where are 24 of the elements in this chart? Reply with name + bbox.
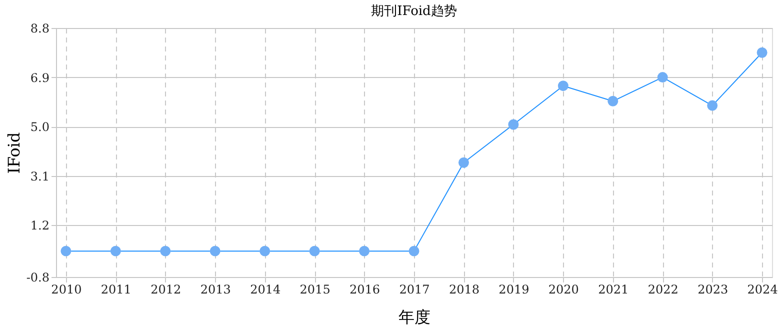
- x-tick-label: 2023: [698, 282, 728, 296]
- x-tick-label: 2019: [498, 282, 530, 296]
- x-tick-label: 2020: [548, 282, 579, 296]
- x-tick-label: 2015: [300, 282, 330, 296]
- y-axis-title: IFoid: [4, 132, 24, 174]
- x-tick-label: 2018: [448, 282, 480, 296]
- x-tick-label: 2013: [200, 282, 231, 296]
- x-tick-label: 2016: [350, 282, 380, 296]
- x-tick-label: 2011: [100, 282, 132, 296]
- y-tick-label: 8.8: [30, 22, 50, 36]
- y-tick-label: -0.8: [26, 270, 50, 284]
- x-tick-label: 2021: [598, 282, 629, 296]
- x-tick-label: 2017: [399, 282, 430, 296]
- y-tick-label: 3.1: [30, 169, 50, 184]
- x-tick-label: 2010: [51, 282, 82, 296]
- x-tick-label: 2022: [648, 282, 678, 296]
- y-tick-label: 6.9: [30, 70, 50, 85]
- y-tick-label: 1.2: [30, 218, 50, 233]
- y-tick-label: 5.0: [30, 120, 50, 134]
- x-tick-label: 2014: [250, 282, 281, 296]
- x-tick-label: 2012: [150, 282, 182, 296]
- x-axis-title: 年度: [398, 308, 430, 326]
- chart-title: 期刊IFoid趋势: [371, 4, 457, 19]
- x-tick-label: 2024: [747, 282, 778, 296]
